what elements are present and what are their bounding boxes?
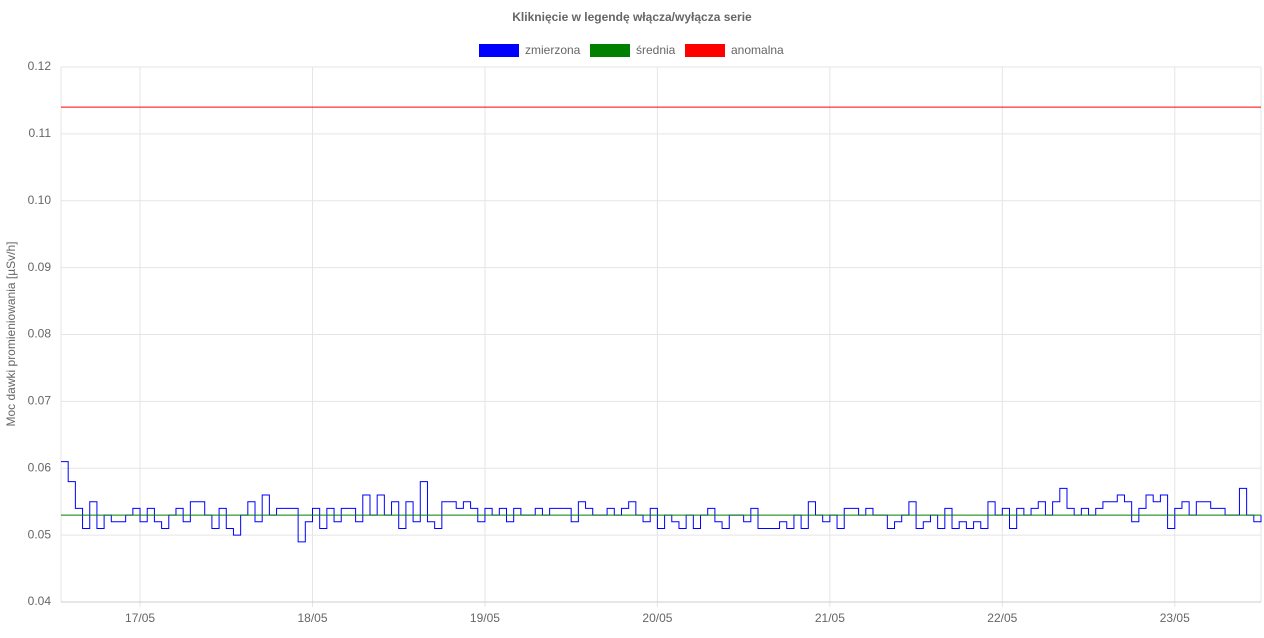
legend-swatch[interactable] (479, 44, 519, 57)
x-tick-label: 21/05 (815, 611, 845, 625)
x-tick-label: 23/05 (1160, 611, 1190, 625)
y-tick-label: 0.05 (28, 527, 52, 541)
y-tick-label: 0.12 (28, 59, 52, 73)
y-tick-label: 0.10 (28, 193, 52, 207)
y-tick-label: 0.04 (28, 594, 52, 608)
x-tick-label: 17/05 (125, 611, 155, 625)
legend-swatch[interactable] (590, 44, 630, 57)
legend-label[interactable]: średnia (636, 43, 676, 57)
y-tick-label: 0.11 (29, 126, 52, 140)
y-tick-label: 0.08 (28, 327, 52, 341)
chart-title: Kliknięcie w legendę włącza/wyłącza seri… (512, 10, 752, 24)
x-tick-label: 19/05 (470, 611, 500, 625)
y-tick-label: 0.09 (28, 260, 52, 274)
y-axis-label: Moc dawki promieniowania [µSv/h] (4, 242, 18, 427)
series-line (61, 461, 1262, 543)
y-tick-label: 0.06 (28, 460, 52, 474)
legend-swatch[interactable] (685, 44, 725, 57)
legend-label[interactable]: zmierzona (525, 43, 581, 57)
y-tick-label: 0.07 (28, 394, 52, 408)
x-tick-label: 20/05 (642, 611, 672, 625)
x-tick-label: 22/05 (987, 611, 1017, 625)
x-tick-label: 18/05 (297, 611, 327, 625)
legend-label[interactable]: anomalna (731, 43, 784, 57)
